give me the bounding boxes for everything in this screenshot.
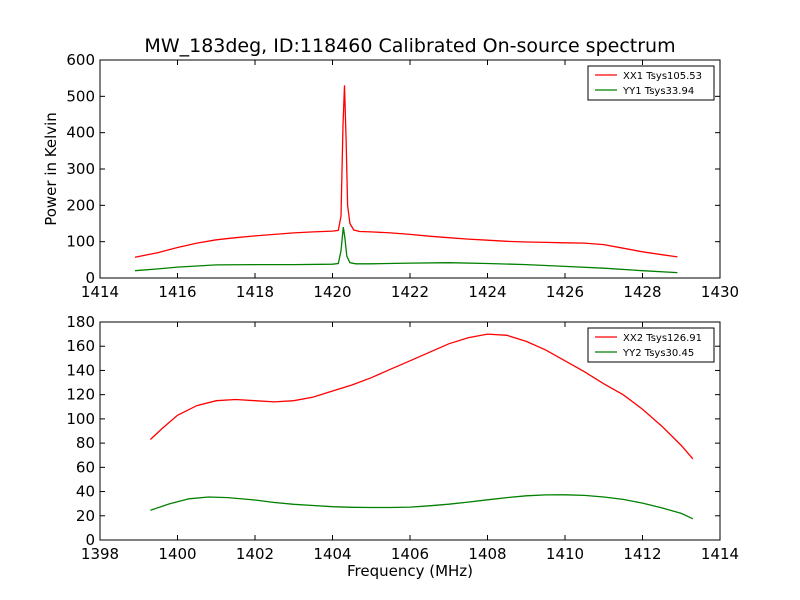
- x-tick-label: 1418: [236, 283, 274, 301]
- y-tick-label: 120: [66, 386, 95, 404]
- legend: XX2 Tsys126.91 YY2 Tsys30.45: [587, 327, 715, 363]
- y-tick-label: 40: [76, 483, 95, 501]
- x-tick-label: 1416: [158, 283, 196, 301]
- x-tick-label: 1426: [546, 283, 584, 301]
- series-line-yy1: [134, 227, 678, 274]
- y-tick-label: 180: [66, 313, 95, 331]
- y-tick-label: 300: [66, 160, 95, 178]
- x-tick-label: 1412: [623, 545, 661, 563]
- y-tick-label: 600: [66, 51, 95, 69]
- x-tick-label: 1414: [701, 545, 739, 563]
- y-tick-label: 160: [66, 337, 95, 355]
- y-tick-label: 140: [66, 361, 95, 379]
- x-tick-label: 1428: [623, 283, 661, 301]
- y-tick-label: 200: [66, 196, 95, 214]
- chart-title: MW_183deg, ID:118460 Calibrated On-sourc…: [144, 35, 675, 57]
- x-tick-label: 1402: [236, 545, 274, 563]
- y-tick-label: 0: [85, 531, 95, 549]
- x-tick-label: 1430: [701, 283, 739, 301]
- y-tick-label: 80: [76, 434, 95, 452]
- legend-entry-label: XX1 Tsys105.53: [623, 71, 702, 82]
- series-line-yy2: [150, 494, 694, 520]
- x-axis-label: Frequency (MHz): [347, 562, 473, 580]
- bottom-panel: 1398 1400 1402 1404 1406 1408 1410 1412 1414 0 20 4…: [66, 313, 739, 580]
- y-tick-label: 20: [76, 507, 95, 525]
- y-tick-label: 0: [85, 269, 95, 287]
- y-axis-label: Power in Kelvin: [42, 112, 60, 226]
- legend-entry-label: XX2 Tsys126.91: [623, 333, 702, 344]
- x-tick-label: 1398: [81, 545, 119, 563]
- legend-box: [587, 327, 715, 363]
- x-tick-label: 1404: [313, 545, 351, 563]
- x-tick-label: 1408: [468, 545, 506, 563]
- x-tick-label: 1410: [546, 545, 584, 563]
- legend-box: [587, 65, 715, 101]
- y-tick-label: 500: [66, 87, 95, 105]
- legend-entry-label: YY2 Tsys30.45: [622, 348, 694, 359]
- y-tick-label: 100: [66, 233, 95, 251]
- x-tick-label: 1414: [81, 283, 119, 301]
- x-tick-label: 1424: [468, 283, 506, 301]
- legend-entry-label: YY1 Tsys33.94: [622, 86, 694, 97]
- series-line-xx1: [134, 85, 678, 258]
- y-tick-label: 60: [76, 458, 95, 476]
- x-tick-label: 1420: [313, 283, 351, 301]
- x-tick-label: 1422: [391, 283, 429, 301]
- top-panel: 1414 1416 1418 1420 1422 1424 1426 1428 1430 0 100…: [42, 51, 739, 301]
- y-tick-label: 400: [66, 124, 95, 142]
- x-tick-label: 1400: [158, 545, 196, 563]
- x-tick-label: 1406: [391, 545, 429, 563]
- legend: XX1 Tsys105.53 YY1 Tsys33.94: [587, 65, 715, 101]
- y-tick-label: 100: [66, 410, 95, 428]
- series-line-xx2: [149, 333, 694, 460]
